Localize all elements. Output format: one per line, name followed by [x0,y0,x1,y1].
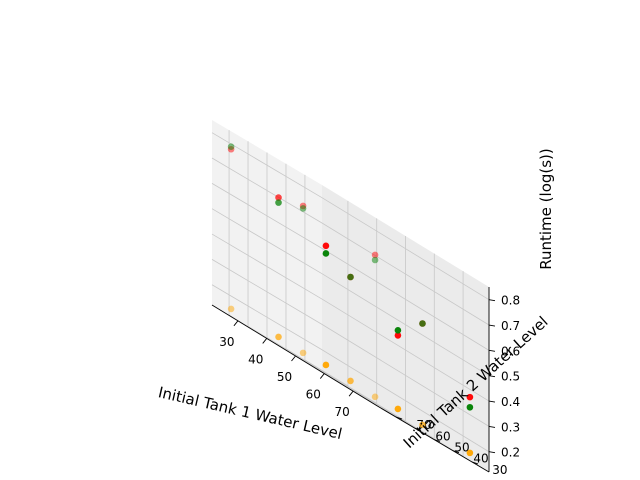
data-point-3 [299,349,307,357]
data-point-2 [347,273,354,281]
grid-line-z [211,157,490,326]
data-point-2 [322,250,330,257]
data-points [227,143,474,457]
x-tick-label: 30 [219,335,234,349]
x-tick-mark [262,338,268,344]
x-tick-label: 70 [334,405,349,419]
x-tick-mark [291,355,296,362]
grid-line-z [211,284,490,453]
z-tick-mark [488,324,496,327]
z-tick-mark [488,400,496,403]
z-tick-mark [488,425,496,428]
tick-labels: 304050607030405060700.20.30.40.50.60.70.… [219,294,520,477]
y-tick-mark [471,461,479,465]
grid-line-z [211,208,490,377]
z-tick-label: 0.6 [501,344,520,358]
data-point-1 [371,251,379,259]
data-point-1 [466,393,474,401]
x-tick-label: 40 [248,352,263,366]
z-tick-label: 0.5 [501,370,520,384]
data-point-3 [275,333,282,341]
y-tick-mark [414,427,422,431]
y-tick-label: 40 [473,452,488,466]
y-tick-mark [395,416,403,420]
x-tick-mark [319,373,325,379]
data-point-1 [275,194,282,201]
z-tick-mark [488,299,496,302]
y-tick-mark [452,450,460,454]
data-point-2 [371,256,379,264]
z-tick-label: 0.3 [501,420,520,434]
z-tick-label: 0.8 [501,294,520,308]
x-tick-label: 50 [277,370,292,384]
grid-line-z [211,132,490,301]
data-point-2 [466,403,474,411]
data-point-2 [299,205,307,212]
data-point-2 [227,143,235,151]
grid-line-z [211,183,490,351]
data-point-3 [227,305,235,313]
z-axis-label: Runtime (log(s)) [537,148,555,270]
data-point-3 [347,377,354,385]
y-tick-mark [433,439,441,442]
y-tick-label: 60 [435,429,450,443]
x-tick-mark [348,390,354,397]
x-tick-mark [233,320,239,327]
data-point-3 [322,361,330,369]
z-tick-mark [488,451,496,454]
y-tick-label: 50 [454,441,469,455]
data-point-3 [394,405,402,413]
data-point-2 [275,199,282,206]
data-point-1 [322,242,330,250]
data-point-1 [299,202,307,210]
z-tick-label: 0.4 [501,395,520,409]
data-point-1 [227,145,235,153]
data-point-2 [419,320,426,327]
y-tick-label: 30 [492,463,507,477]
data-point-1 [394,332,402,339]
z-tick-mark [488,349,496,352]
z-tick-mark [488,375,496,378]
grid-line-z [211,259,490,427]
data-point-3 [466,449,474,457]
data-point-2 [394,327,402,334]
data-point-3 [371,393,379,401]
data-point-3 [419,421,426,429]
x-tick-label: 60 [306,388,321,402]
z-tick-label: 0.7 [501,319,520,333]
z-tick-label: 0.2 [501,446,520,460]
grid-line-z [211,233,490,402]
